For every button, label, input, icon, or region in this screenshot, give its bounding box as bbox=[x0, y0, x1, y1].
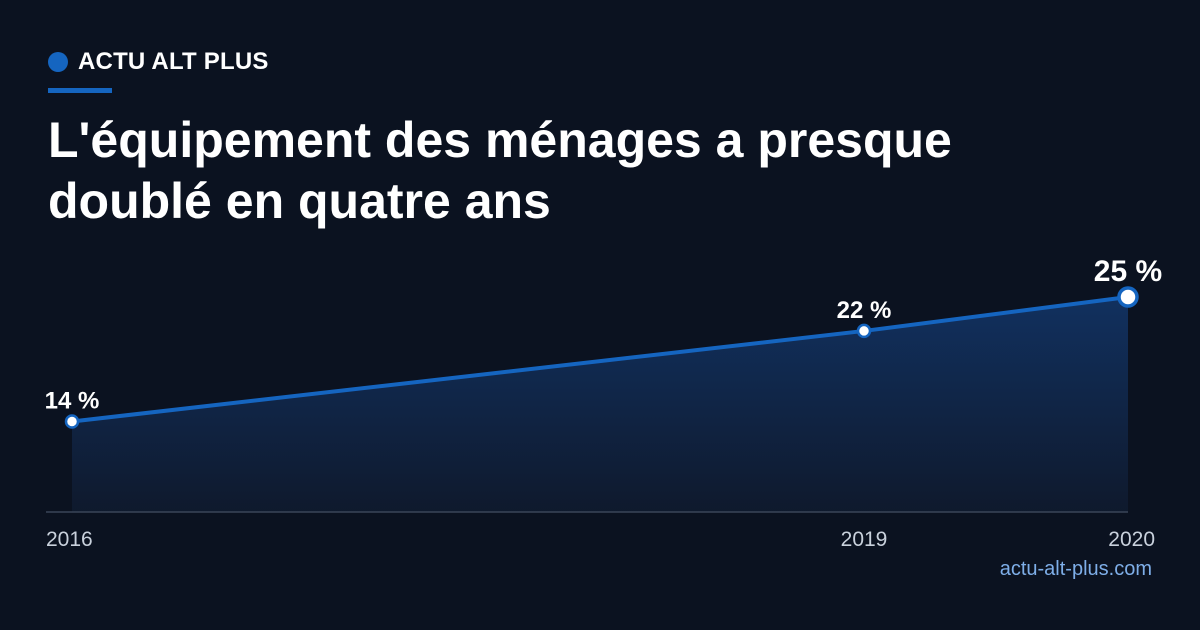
x-tick-label: 2019 bbox=[841, 528, 888, 551]
data-point bbox=[856, 323, 872, 339]
x-tick-label: 2020 bbox=[1108, 528, 1155, 551]
source-credit[interactable]: actu-alt-plus.com bbox=[999, 558, 1152, 580]
brand-underline bbox=[48, 88, 112, 93]
brand-dot-icon bbox=[48, 52, 68, 72]
brand: ACTU ALT PLUS bbox=[48, 48, 269, 76]
data-point bbox=[1117, 286, 1139, 308]
area-fill bbox=[72, 296, 1128, 512]
data-label: 14 % bbox=[45, 387, 100, 414]
headline: L'équipement des ménages a presque doubl… bbox=[48, 112, 952, 229]
data-point bbox=[64, 414, 80, 429]
brand-name: ACTU ALT PLUS bbox=[78, 48, 269, 75]
x-tick-label: 2016 bbox=[46, 528, 93, 551]
data-label: 22 % bbox=[837, 297, 892, 324]
data-label: 25 % bbox=[1094, 255, 1162, 288]
